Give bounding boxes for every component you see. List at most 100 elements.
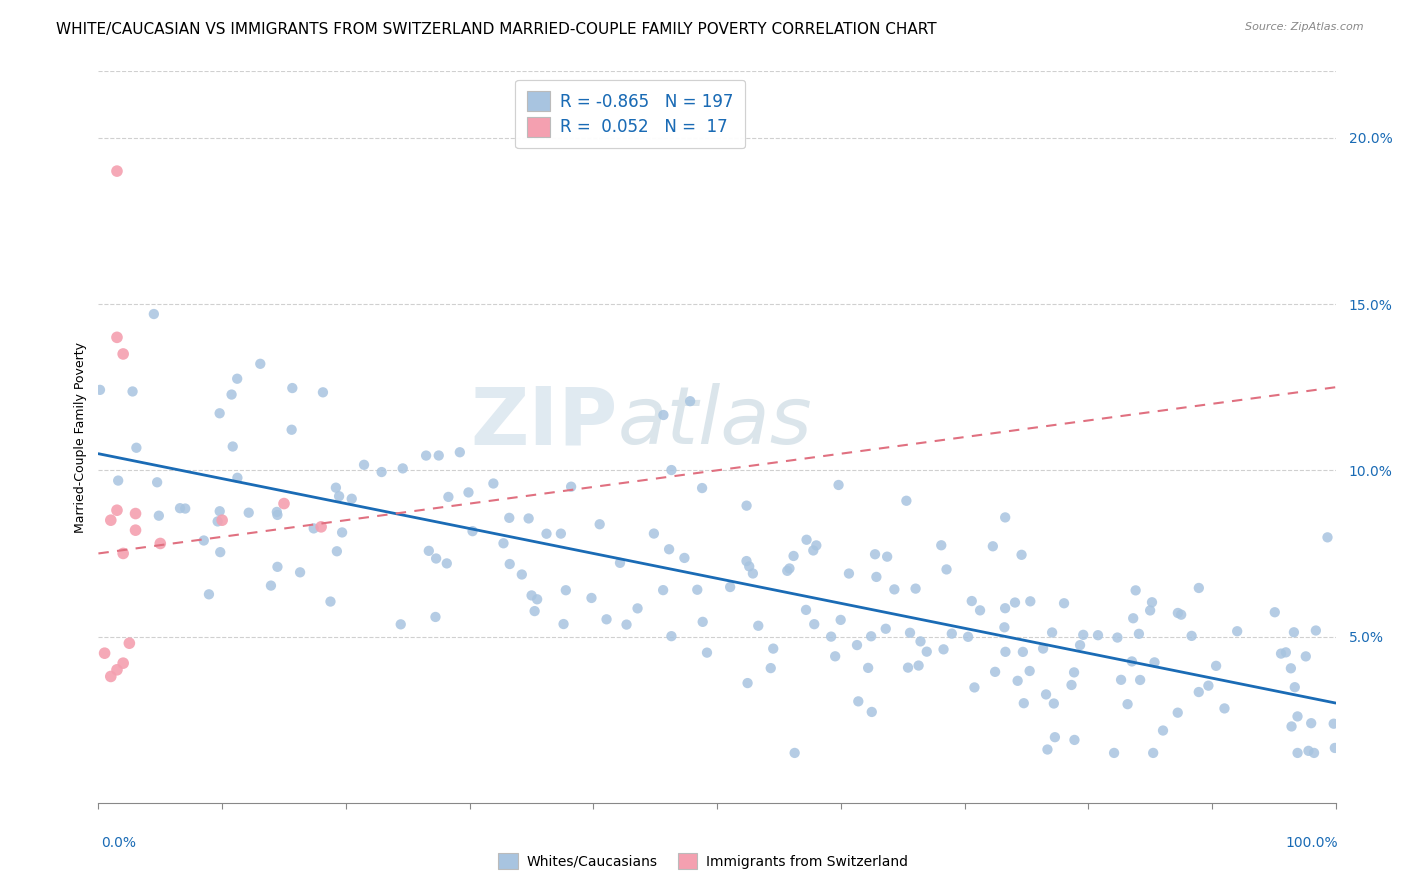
- Point: [658, 542, 681, 557]
- Point: [1167, 706, 1189, 720]
- Point: [498, 511, 520, 525]
- Point: [820, 630, 842, 644]
- Point: [1140, 595, 1163, 609]
- Point: [520, 589, 543, 603]
- Point: [692, 615, 714, 629]
- Point: [211, 513, 233, 527]
- Point: [266, 505, 288, 519]
- Point: [222, 440, 245, 454]
- Point: [673, 550, 696, 565]
- Point: [208, 406, 231, 420]
- Point: [340, 491, 363, 506]
- Point: [1170, 607, 1192, 622]
- Point: [796, 533, 818, 547]
- Point: [554, 583, 576, 598]
- Point: [1323, 741, 1346, 756]
- Point: [427, 449, 450, 463]
- Point: [581, 591, 603, 605]
- Point: [1036, 742, 1059, 756]
- Point: [280, 423, 302, 437]
- Point: [112, 347, 135, 361]
- Point: [915, 645, 938, 659]
- Point: [643, 526, 665, 541]
- Point: [118, 636, 141, 650]
- Point: [1012, 645, 1035, 659]
- Point: [904, 582, 927, 596]
- Point: [100, 669, 122, 683]
- Point: [1279, 661, 1302, 675]
- Point: [1071, 628, 1094, 642]
- Point: [1303, 746, 1326, 760]
- Point: [266, 508, 288, 522]
- Point: [1032, 641, 1054, 656]
- Legend: R = -0.865   N = 197, R =  0.052   N =  17: R = -0.865 N = 197, R = 0.052 N = 17: [516, 79, 745, 148]
- Point: [124, 507, 146, 521]
- Point: [142, 307, 165, 321]
- Point: [1264, 605, 1286, 619]
- Point: [994, 601, 1017, 615]
- Point: [776, 564, 799, 578]
- Point: [738, 559, 761, 574]
- Point: [125, 441, 148, 455]
- Point: [309, 520, 332, 534]
- Point: [941, 626, 963, 640]
- Point: [783, 746, 806, 760]
- Point: [273, 497, 295, 511]
- Point: [994, 510, 1017, 524]
- Point: [1107, 631, 1129, 645]
- Point: [457, 485, 479, 500]
- Point: [1102, 746, 1125, 760]
- Text: Source: ZipAtlas.com: Source: ZipAtlas.com: [1246, 22, 1364, 32]
- Point: [370, 465, 392, 479]
- Point: [124, 523, 146, 537]
- Point: [149, 536, 172, 550]
- Point: [897, 660, 920, 674]
- Point: [898, 625, 921, 640]
- Point: [208, 504, 231, 518]
- Point: [1275, 645, 1298, 659]
- Point: [492, 536, 515, 550]
- Text: ZIP: ZIP: [471, 384, 619, 461]
- Point: [1043, 730, 1066, 744]
- Point: [1035, 687, 1057, 701]
- Point: [1286, 746, 1309, 760]
- Point: [595, 612, 617, 626]
- Point: [1004, 595, 1026, 609]
- Point: [1305, 624, 1327, 638]
- Point: [1040, 625, 1063, 640]
- Point: [778, 561, 800, 575]
- Point: [652, 408, 675, 422]
- Point: [981, 539, 1004, 553]
- Point: [794, 603, 817, 617]
- Point: [415, 449, 437, 463]
- Point: [616, 617, 638, 632]
- Point: [1043, 697, 1066, 711]
- Point: [846, 694, 869, 708]
- Point: [806, 538, 828, 552]
- Point: [690, 481, 713, 495]
- Point: [1087, 628, 1109, 642]
- Y-axis label: Married-Couple Family Poverty: Married-Couple Family Poverty: [75, 342, 87, 533]
- Point: [1298, 744, 1320, 758]
- Point: [560, 480, 582, 494]
- Point: [838, 566, 860, 581]
- Point: [960, 594, 983, 608]
- Point: [1129, 673, 1152, 687]
- Point: [1012, 696, 1035, 710]
- Point: [1323, 716, 1346, 731]
- Point: [221, 387, 243, 401]
- Point: [112, 656, 135, 670]
- Point: [1188, 685, 1211, 699]
- Point: [686, 582, 709, 597]
- Point: [1181, 629, 1204, 643]
- Point: [418, 544, 440, 558]
- Point: [935, 562, 957, 576]
- Point: [105, 330, 128, 344]
- Point: [391, 461, 413, 475]
- Point: [1301, 716, 1323, 731]
- Point: [226, 471, 249, 485]
- Point: [696, 646, 718, 660]
- Point: [1109, 673, 1132, 687]
- Point: [312, 385, 335, 400]
- Point: [517, 511, 540, 525]
